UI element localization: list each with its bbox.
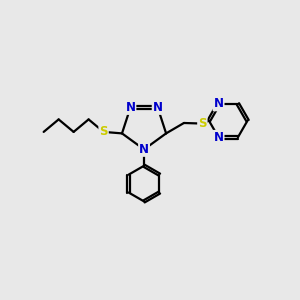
Text: S: S <box>99 125 108 138</box>
Text: S: S <box>198 117 207 130</box>
Text: N: N <box>125 101 135 114</box>
Text: N: N <box>139 143 149 156</box>
Text: N: N <box>214 98 224 110</box>
Text: N: N <box>153 101 163 114</box>
Text: N: N <box>214 131 224 144</box>
